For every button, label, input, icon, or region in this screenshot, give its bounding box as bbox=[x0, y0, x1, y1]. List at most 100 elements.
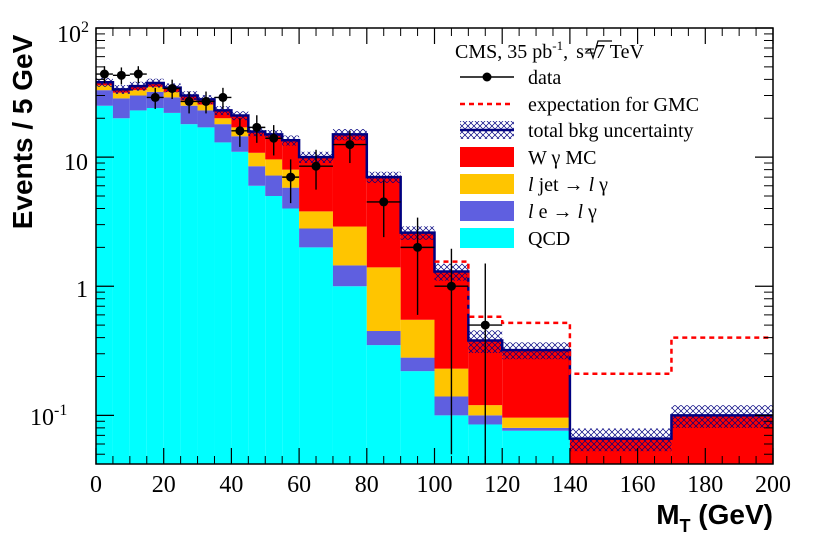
data-point-14 bbox=[379, 197, 389, 207]
data-point-8 bbox=[235, 126, 245, 136]
bar-qcd-13 bbox=[332, 286, 367, 464]
bar-ljet-0 bbox=[96, 85, 113, 91]
legend-header-energy: =7 TeV bbox=[584, 41, 645, 63]
data-point-16 bbox=[446, 281, 456, 291]
bar-qcd-11 bbox=[282, 208, 300, 464]
y-tick-100-exp: 2 bbox=[81, 19, 89, 36]
x-tick-label-20: 20 bbox=[152, 472, 176, 498]
legend-header: CMS, 35 pb-1, s=7 TeV bbox=[455, 38, 645, 63]
bar-le-4 bbox=[163, 97, 181, 113]
legend-data-marker bbox=[482, 72, 492, 82]
x-tick-label-120: 120 bbox=[484, 472, 520, 498]
y-tick-100-base: 10 bbox=[57, 22, 81, 48]
data-point-7 bbox=[218, 92, 228, 102]
sqrt-symbol bbox=[585, 40, 612, 61]
y-tick-label-1: 1 bbox=[76, 277, 88, 303]
bar-qcd-15 bbox=[400, 371, 435, 464]
data-point-4 bbox=[167, 83, 177, 93]
legend-le-l1: l bbox=[528, 201, 534, 223]
bar-wg-18 bbox=[502, 350, 570, 418]
legend-ljet-swatch bbox=[460, 174, 514, 194]
data-point-10 bbox=[269, 133, 279, 143]
bar-qcd-2 bbox=[129, 110, 147, 464]
x-tick-label-60: 60 bbox=[287, 472, 311, 498]
x-axis-title-sub: T bbox=[680, 516, 691, 536]
data-point-9 bbox=[252, 122, 262, 132]
bar-le-0 bbox=[96, 90, 113, 106]
data-point-5 bbox=[184, 96, 194, 106]
bar-qcd-4 bbox=[163, 112, 181, 464]
legend-le-l2: l bbox=[577, 201, 583, 223]
bar-le-12 bbox=[299, 228, 333, 248]
x-tick-label-200: 200 bbox=[755, 472, 791, 498]
legend-ljet-gamma: γ bbox=[594, 174, 608, 196]
bar-ljet-15 bbox=[400, 319, 435, 358]
bar-le-7 bbox=[214, 124, 232, 143]
bar-le-10 bbox=[265, 175, 283, 196]
legend-header-lumi: CMS, 35 pb bbox=[455, 41, 552, 63]
bar-ljet-2 bbox=[129, 90, 147, 96]
bar-qcd-10 bbox=[265, 195, 283, 464]
x-tick-label-0: 0 bbox=[90, 472, 102, 498]
legend-qcd-swatch bbox=[460, 228, 514, 248]
legend-header-sep: , bbox=[563, 41, 568, 63]
bar-qcd-1 bbox=[112, 118, 130, 464]
bar-ljet-18 bbox=[502, 417, 570, 428]
legend-le-swatch bbox=[460, 201, 514, 221]
bar-qcd-3 bbox=[146, 108, 164, 465]
bar-le-14 bbox=[366, 331, 401, 346]
legend-wg-label: W γ MC bbox=[528, 147, 596, 169]
y-tick-label-100: 102 bbox=[57, 19, 89, 48]
data-point-12 bbox=[311, 161, 321, 171]
data-point-2 bbox=[133, 69, 143, 79]
data-point-1 bbox=[116, 70, 126, 80]
y-tick-0.1-base: 10 bbox=[30, 405, 54, 431]
legend-data-label: data bbox=[528, 67, 561, 89]
bar-le-13 bbox=[332, 265, 367, 287]
bar-le-18 bbox=[502, 427, 570, 431]
legend-wg-mc: MC bbox=[560, 147, 596, 169]
x-tick-label-160: 160 bbox=[620, 472, 656, 498]
legend-le-label: l e → l γ bbox=[528, 201, 597, 223]
data-point-11 bbox=[286, 172, 296, 182]
bar-le-6 bbox=[197, 110, 215, 128]
gmc-expectation-line bbox=[434, 260, 773, 375]
legend-ljet-l1: l bbox=[528, 174, 534, 196]
x-tick-label-180: 180 bbox=[687, 472, 723, 498]
bar-ljet-13 bbox=[332, 226, 367, 266]
legend-ljet-l2: l bbox=[589, 174, 595, 196]
bar-wg-11 bbox=[282, 140, 300, 170]
legend: CMS, 35 pb-1, s=7 TeV data expectation fo… bbox=[455, 38, 699, 250]
bar-ljet-7 bbox=[214, 118, 232, 125]
x-tick-label-40: 40 bbox=[219, 472, 243, 498]
bar-qcd-0 bbox=[96, 105, 113, 464]
x-tick-label-140: 140 bbox=[552, 472, 588, 498]
y-axis-ticks bbox=[96, 27, 773, 455]
y-tick-label-0.1: 10-1 bbox=[30, 402, 67, 431]
x-axis-title-main: M bbox=[656, 499, 679, 530]
y-axis-title: Events / 5 GeV bbox=[7, 34, 38, 229]
bar-le-5 bbox=[180, 105, 198, 125]
legend-ljet-label: l jet → l γ bbox=[528, 174, 608, 196]
x-axis-ticks: 0 20 40 60 80 100 120 140 160 180 200 bbox=[90, 28, 791, 498]
bar-le-9 bbox=[248, 166, 266, 186]
bar-ljet-14 bbox=[366, 267, 401, 332]
bar-le-2 bbox=[129, 95, 147, 111]
legend-wg-swatch bbox=[460, 147, 514, 167]
x-axis-title: MT (GeV) bbox=[656, 499, 773, 536]
bar-ljet-9 bbox=[248, 152, 266, 167]
data-point-17 bbox=[480, 320, 490, 330]
legend-ljet-mid: jet → bbox=[534, 174, 589, 196]
legend-wg-w: W bbox=[528, 147, 552, 169]
x-axis-title-unit: (GeV) bbox=[691, 499, 773, 530]
data-point-6 bbox=[201, 96, 211, 106]
bar-qcd-9 bbox=[248, 185, 266, 464]
bar-ljet-1 bbox=[112, 92, 130, 99]
bar-qcd-8 bbox=[231, 151, 249, 464]
bar-qcd-6 bbox=[197, 127, 215, 465]
bar-qcd-5 bbox=[180, 124, 198, 464]
legend-gmc-label: expectation for GMC bbox=[528, 94, 699, 116]
x-tick-label-100: 100 bbox=[417, 472, 453, 498]
bar-le-15 bbox=[400, 357, 435, 372]
